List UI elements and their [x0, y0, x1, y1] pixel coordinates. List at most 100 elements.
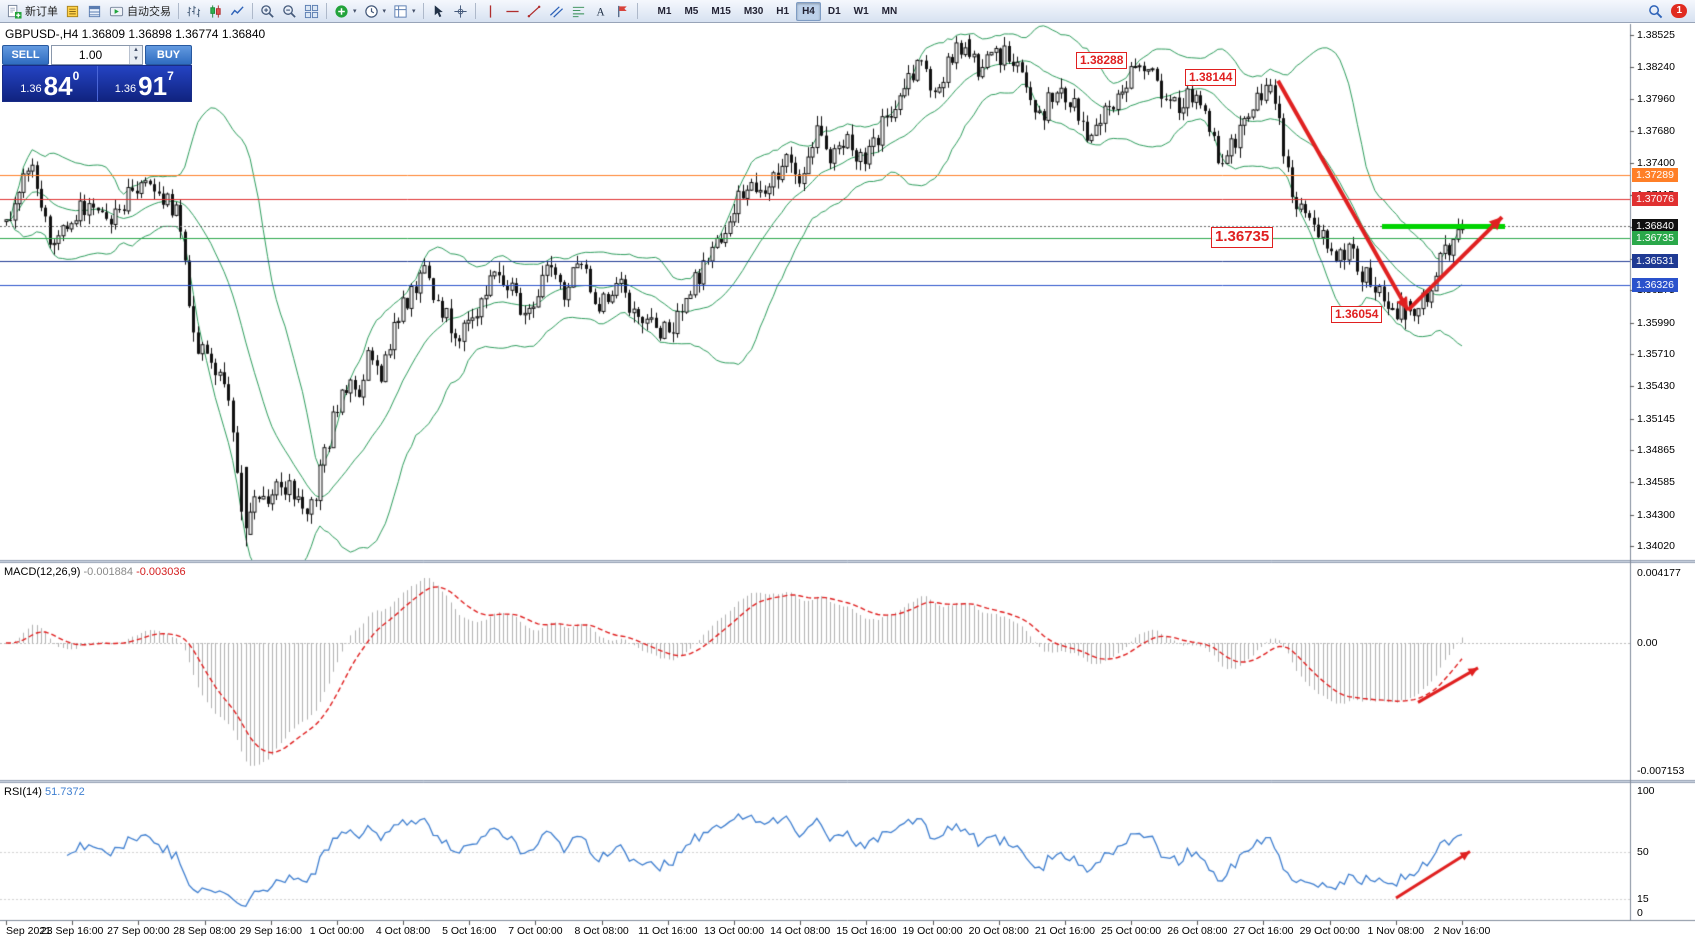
toolbar-separator: [474, 3, 476, 19]
dropdown-arrow-icon: ▾: [382, 8, 387, 15]
zoom-out-icon: [282, 4, 297, 19]
main-toolbar: 新订单 自动交易 ▾ ▾ ▾ A M1 M5 M15 M30 H1 H4 D1 W1 MN 1: [0, 0, 1695, 23]
timeframe-m30-button[interactable]: M30: [738, 2, 769, 21]
price-tag: 1.36326: [1632, 277, 1678, 292]
time-axis-label: 19 Oct 00:00: [902, 925, 963, 937]
timeframe-w1-button[interactable]: W1: [848, 2, 875, 21]
auto-trading-button[interactable]: 自动交易: [106, 1, 174, 21]
timeframe-h1-button[interactable]: H1: [770, 2, 795, 21]
time-axis-label: 29 Oct 00:00: [1299, 925, 1360, 937]
svg-text:A: A: [596, 6, 605, 18]
time-axis-label: 27 Oct 16:00: [1233, 925, 1294, 937]
zoom-in-icon: [260, 4, 275, 19]
time-axis-label: 26 Oct 08:00: [1167, 925, 1228, 937]
trade-buttons-row: SELL ▲ ▼ BUY: [2, 45, 192, 65]
rsi-axis-label: 100: [1637, 785, 1655, 797]
channel-button[interactable]: [546, 1, 567, 21]
time-axis-label: 1 Nov 08:00: [1367, 925, 1425, 937]
price-axis-label: 1.38525: [1637, 28, 1675, 41]
notification-badge[interactable]: 1: [1671, 4, 1687, 18]
horizontal-line-button[interactable]: [502, 1, 523, 21]
ask-prefix: 1.36: [114, 83, 137, 95]
bid-ask-panel: 1.36 84 0 1.36 91 7: [2, 65, 192, 102]
candlestick-chart-button[interactable]: [205, 1, 226, 21]
time-axis-label: 21 Oct 16:00: [1034, 925, 1095, 937]
rsi-axis-label: 15: [1637, 893, 1649, 906]
price-axis-label: 1.35710: [1637, 348, 1675, 361]
zoom-in-button[interactable]: [257, 1, 278, 21]
price-axis-label: 1.34300: [1637, 508, 1675, 521]
templates-button[interactable]: ▾: [390, 1, 419, 21]
volume-up-button[interactable]: ▲: [130, 46, 142, 55]
indicators-button[interactable]: ▾: [331, 1, 360, 21]
vertical-line-button[interactable]: [480, 1, 501, 21]
macd-signal-value: -0.003036: [136, 566, 186, 578]
time-axis-label: 27 Sep 00:00: [107, 925, 170, 937]
timeframe-mn-button[interactable]: MN: [876, 2, 904, 21]
timeframe-m5-button[interactable]: M5: [678, 2, 704, 21]
volume-spinner: ▲ ▼: [129, 46, 142, 64]
search-button[interactable]: [1645, 1, 1666, 21]
annotation-price-box[interactable]: 1.38288: [1076, 52, 1128, 70]
time-axis-label: 23 Sep 16:00: [40, 925, 104, 937]
market-watch-icon: [65, 4, 80, 19]
volume-down-button[interactable]: ▼: [130, 55, 142, 64]
time-axis-label: 15 Oct 16:00: [836, 925, 897, 937]
timeframe-m15-button[interactable]: M15: [705, 2, 736, 21]
cursor-button[interactable]: [428, 1, 449, 21]
price-axis-label: 1.35430: [1637, 380, 1675, 393]
volume-box: ▲ ▼: [51, 45, 143, 65]
sell-button[interactable]: SELL: [2, 45, 49, 65]
data-window-button[interactable]: [84, 1, 105, 21]
rsi-name: RSI(14): [4, 786, 42, 798]
buy-button[interactable]: BUY: [145, 45, 192, 65]
annotation-price-box[interactable]: 1.38144: [1185, 68, 1237, 86]
market-watch-button[interactable]: [62, 1, 83, 21]
ask-price[interactable]: 1.36 91 7: [98, 66, 192, 101]
rsi-indicator-label: RSI(14) 51.7372: [4, 786, 85, 798]
price-axis-label: 1.35145: [1637, 412, 1675, 425]
text-button[interactable]: A: [590, 1, 611, 21]
crosshair-button[interactable]: [450, 1, 471, 21]
timeframe-h4-button[interactable]: H4: [796, 1, 821, 21]
periods-button[interactable]: ▾: [361, 1, 390, 21]
price-tag: 1.36840: [1632, 219, 1678, 234]
macd-value: -0.001884: [83, 566, 134, 578]
time-axis-label: 8 Oct 08:00: [574, 925, 629, 937]
auto-trading-button-label: 自动交易: [127, 6, 171, 18]
toolbar-separator: [252, 3, 253, 19]
channel-icon: [549, 4, 564, 19]
price-axis-label: 1.34585: [1637, 476, 1675, 489]
bid-big-digits: 84: [43, 71, 73, 101]
flag-icon: [615, 4, 630, 19]
tile-windows-button[interactable]: [301, 1, 322, 21]
zoom-out-button[interactable]: [279, 1, 300, 21]
annotation-price-box[interactable]: 1.36735: [1211, 227, 1274, 248]
timeframe-d1-button[interactable]: D1: [822, 2, 847, 21]
macd-axis-label: -0.007153: [1637, 765, 1685, 777]
fibonacci-button[interactable]: [568, 1, 589, 21]
bid-price[interactable]: 1.36 84 0: [3, 66, 97, 101]
vline-icon: [483, 4, 498, 19]
timeframe-m1-button[interactable]: M1: [652, 2, 678, 21]
auto-trading-icon: [109, 4, 124, 19]
bar-chart-icon: [186, 4, 201, 19]
candles-icon: [208, 4, 223, 19]
price-axis-label: 1.37680: [1637, 124, 1675, 137]
trendline-button[interactable]: [524, 1, 545, 21]
new-order-icon: [7, 4, 22, 19]
arrows-button[interactable]: [612, 1, 633, 21]
volume-input[interactable]: [52, 46, 129, 64]
time-axis-label: 5 Oct 16:00: [442, 925, 497, 937]
fibo-icon: [571, 4, 586, 19]
price-divider: [96, 66, 98, 101]
new-order-button[interactable]: 新订单: [4, 1, 61, 21]
toolbar-separator: [326, 3, 327, 19]
annotation-price-box[interactable]: 1.36054: [1331, 305, 1383, 323]
indicators-icon: [334, 4, 349, 19]
bar-chart-button[interactable]: [183, 1, 204, 21]
price-axis-label: 1.38240: [1637, 61, 1675, 74]
line-chart-button[interactable]: [227, 1, 248, 21]
